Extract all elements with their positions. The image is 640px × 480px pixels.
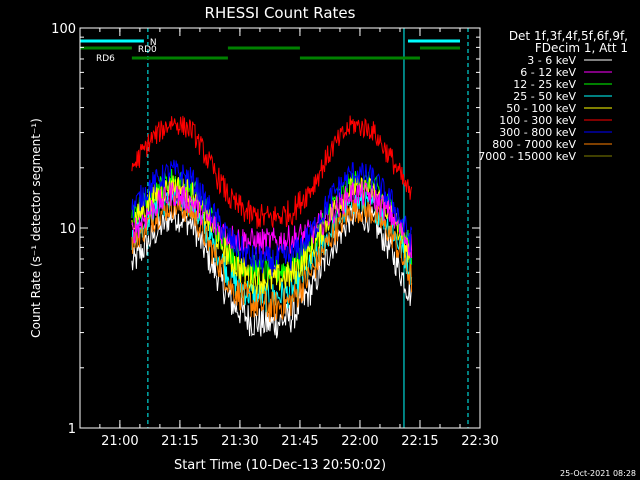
bar-label-rd0: RD0: [138, 45, 157, 55]
y-tick-label-2: 100: [51, 22, 76, 37]
chart-title: RHESSI Count Rates: [205, 4, 356, 22]
legend-label-5: 100 - 300 keV: [499, 114, 576, 127]
legend-label-1: 6 - 12 keV: [520, 66, 576, 79]
series-line-4: [131, 174, 413, 295]
x-tick-label-1: 21:15: [161, 434, 198, 449]
legend: Det 1f,3f,4f,5f,6f,9f, FDecim 1, Att 1 3…: [478, 29, 628, 163]
x-tick-label-3: 21:45: [281, 434, 318, 449]
series-line-5: [131, 115, 413, 229]
y-tick-label-1: 10: [59, 222, 76, 237]
x-axis-label: Start Time (10-Dec-13 20:50:02): [174, 458, 386, 473]
x-tick-label-2: 21:30: [221, 434, 258, 449]
bar-label-n: N: [150, 38, 157, 48]
legend-label-6: 300 - 800 keV: [499, 126, 576, 139]
legend-label-4: 50 - 100 keV: [506, 102, 576, 115]
series-line-6: [131, 159, 413, 277]
y-axis-label: Count Rate (s⁻¹ detector segment⁻¹): [29, 118, 43, 338]
bar-label-rd6: RD6: [96, 54, 115, 64]
legend-label-8: 7000 - 15000 keV: [478, 150, 576, 163]
series-line-0: [131, 203, 413, 339]
legend-label-0: 3 - 6 keV: [527, 54, 576, 67]
x-tick-label-4: 22:00: [341, 434, 378, 449]
legend-label-2: 12 - 25 keV: [513, 78, 576, 91]
x-tick-label-5: 22:15: [401, 434, 438, 449]
y-tick-label-0: 1: [68, 422, 76, 437]
footer-timestamp: 25-Oct-2021 08:28: [560, 469, 636, 478]
series-line-1: [131, 181, 413, 259]
legend-label-3: 25 - 50 keV: [513, 90, 576, 103]
legend-header-line-1: Det 1f,3f,4f,5f,6f,9f,: [509, 29, 628, 43]
x-tick-label-6: 22:30: [461, 434, 498, 449]
legend-header-line-2: FDecim 1, Att 1: [535, 41, 628, 55]
axes: 21:00 21:15 21:30 21:45 22:00 22:15 22:30 1 10 10…: [51, 22, 499, 449]
legend-label-7: 800 - 7000 keV: [492, 138, 576, 151]
x-tick-label-0: 21:00: [101, 434, 138, 449]
